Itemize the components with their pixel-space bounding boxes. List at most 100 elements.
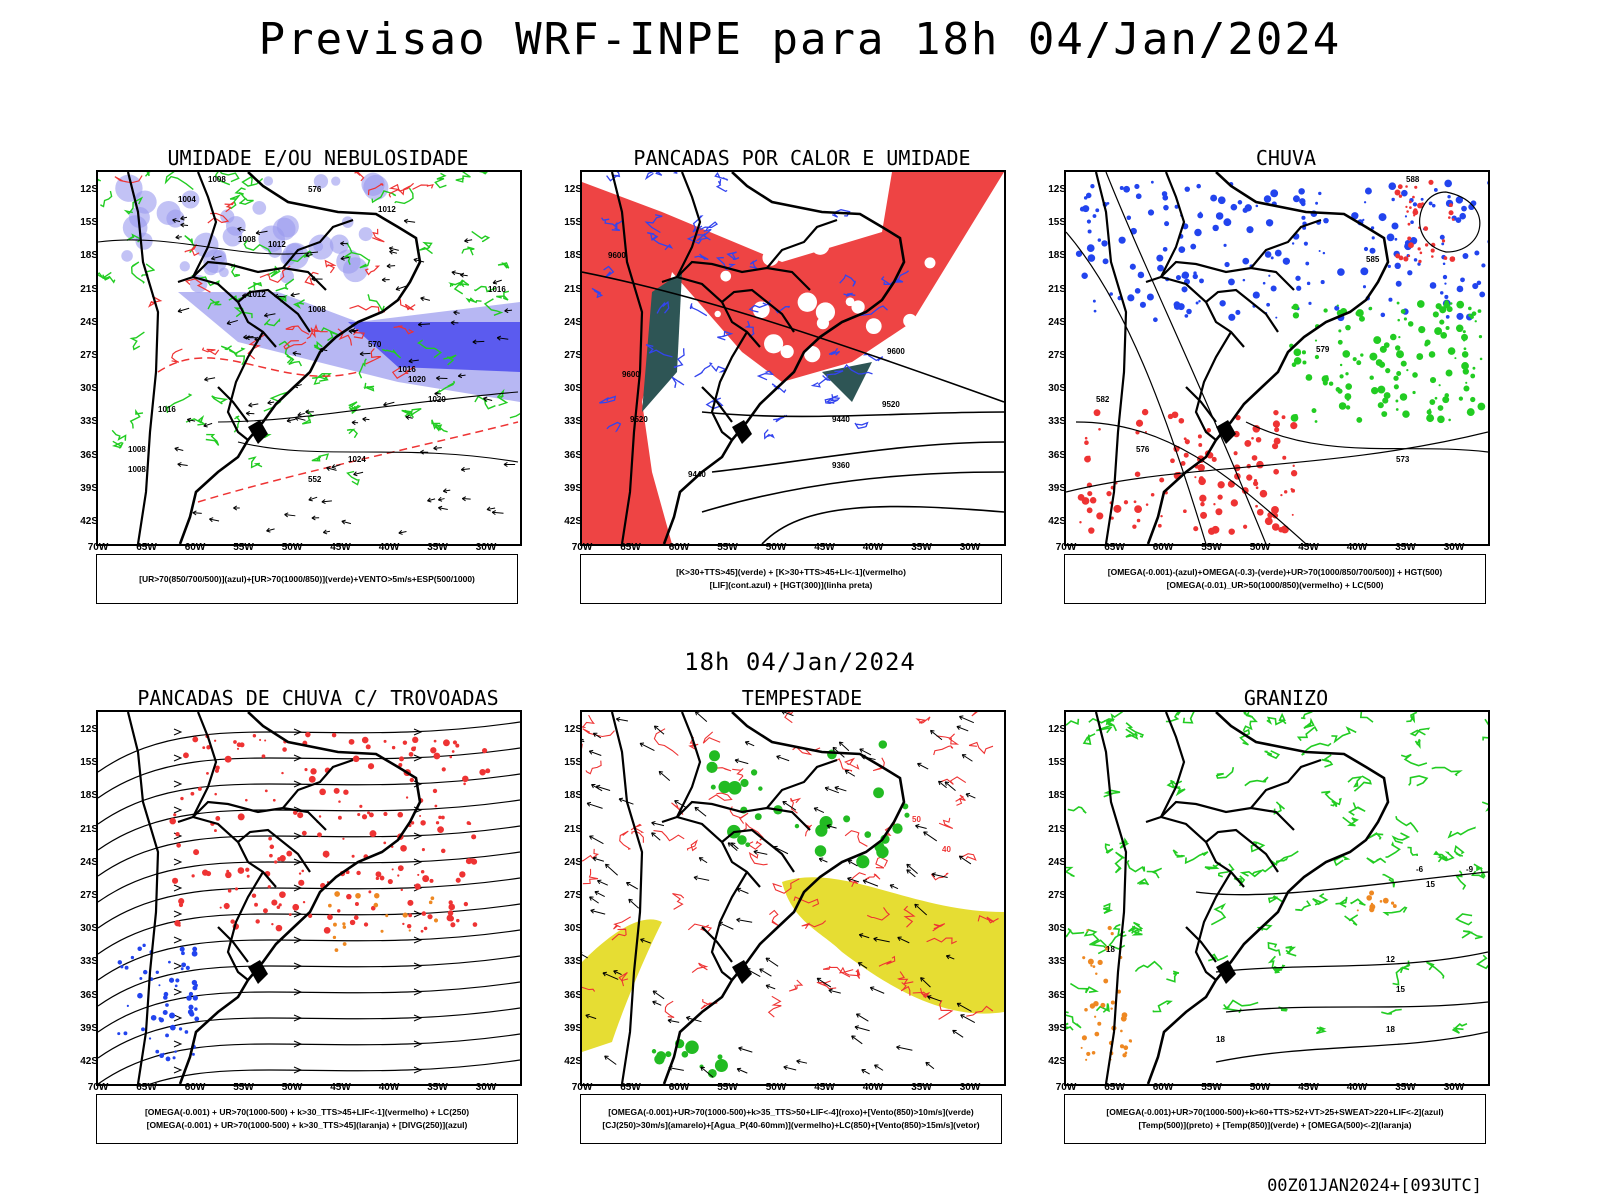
omega-blue bbox=[1364, 187, 1372, 195]
storm-red bbox=[402, 922, 405, 926]
country-border bbox=[721, 828, 795, 873]
coastline bbox=[662, 172, 906, 544]
omega-green bbox=[1454, 357, 1457, 360]
omega-red bbox=[1211, 525, 1220, 534]
wind-vector bbox=[353, 471, 364, 476]
omega-red bbox=[1160, 514, 1163, 518]
panel-legend: [OMEGA(-0.001)+UR>70(1000-500)+k>60+TTS>… bbox=[1064, 1094, 1486, 1144]
omega-green bbox=[1390, 333, 1397, 341]
wind-vector bbox=[186, 417, 192, 423]
omega-green bbox=[1398, 336, 1401, 339]
contour-label: 12 bbox=[1386, 955, 1395, 964]
temp850-contour bbox=[1172, 849, 1185, 858]
lif-contour bbox=[810, 378, 831, 388]
green-contour bbox=[263, 317, 281, 327]
lif-contour bbox=[599, 395, 617, 404]
humidity-cell bbox=[179, 261, 190, 272]
lon-tick-label: 70W bbox=[87, 1082, 109, 1093]
omega-blue bbox=[1351, 212, 1359, 220]
lif-contour bbox=[756, 370, 775, 381]
omega-red bbox=[1412, 195, 1415, 199]
clear-gap bbox=[865, 318, 882, 335]
country-border bbox=[610, 712, 644, 1084]
wind-vector bbox=[305, 252, 310, 258]
omega-green bbox=[1383, 392, 1391, 399]
country-border bbox=[721, 288, 795, 333]
country-border bbox=[710, 871, 748, 981]
omega-blue bbox=[1164, 221, 1170, 227]
lat-tick-label: 27S bbox=[80, 890, 98, 901]
wind-vector bbox=[453, 310, 458, 316]
wind-vector bbox=[906, 869, 916, 878]
panel-title: TEMPESTADE bbox=[741, 686, 863, 710]
wind-vector bbox=[284, 513, 296, 517]
map-canvas: 1008100410081012101610121008101210161020… bbox=[98, 172, 520, 544]
contour-label: 1008 bbox=[208, 175, 226, 184]
omega-blue bbox=[1315, 201, 1319, 205]
storm-red bbox=[369, 830, 377, 838]
divg-blue bbox=[184, 1030, 189, 1034]
omega-green bbox=[1379, 345, 1387, 353]
omega-blue bbox=[1086, 194, 1090, 198]
wind-vector bbox=[727, 842, 733, 847]
lif-contour bbox=[829, 394, 841, 402]
omega-blue bbox=[1163, 204, 1169, 211]
omega-green bbox=[1381, 411, 1388, 418]
omega-blue bbox=[1264, 251, 1272, 258]
water-contour bbox=[903, 905, 916, 928]
water-contour bbox=[933, 745, 954, 756]
water-contour bbox=[932, 923, 946, 932]
storm-red bbox=[397, 865, 404, 872]
storm-red bbox=[423, 926, 428, 931]
storm-red bbox=[421, 848, 425, 852]
wind-vector bbox=[462, 498, 471, 500]
storm-red bbox=[252, 734, 257, 738]
omega-red bbox=[1198, 477, 1206, 486]
storm-red bbox=[271, 922, 274, 926]
omega-red bbox=[1197, 434, 1202, 439]
wind-vector bbox=[736, 1068, 748, 1074]
wind-vector bbox=[796, 1059, 801, 1065]
streamline bbox=[98, 929, 520, 981]
omega-green bbox=[1358, 315, 1365, 322]
omega-blue bbox=[1123, 185, 1131, 193]
lat-tick-label: 33S bbox=[80, 416, 98, 428]
temp850-contour bbox=[1315, 1026, 1327, 1035]
lat-tick-label: 27S bbox=[1048, 350, 1066, 361]
divg-blue bbox=[162, 1010, 168, 1015]
omega-red bbox=[1244, 439, 1252, 447]
wind-vector bbox=[674, 800, 687, 808]
omega-blue bbox=[1334, 305, 1340, 311]
contour-label: 9600 bbox=[622, 370, 640, 379]
red-contour bbox=[304, 271, 319, 286]
green-contour bbox=[111, 440, 124, 449]
omega-green bbox=[1435, 303, 1442, 310]
omega500-orange bbox=[1379, 900, 1383, 903]
omega-blue bbox=[1318, 191, 1322, 196]
storm-red bbox=[455, 743, 460, 748]
wind-vector bbox=[233, 505, 238, 511]
wind-vector bbox=[326, 467, 337, 471]
lon-tick-label: 60W bbox=[1152, 1082, 1174, 1093]
temp850-contour bbox=[1066, 1011, 1082, 1029]
omega-red bbox=[1135, 419, 1144, 427]
green-contour bbox=[443, 354, 457, 366]
streamline-arrow bbox=[293, 1040, 303, 1048]
omega-green bbox=[1464, 364, 1467, 368]
storm-red bbox=[375, 876, 380, 881]
omega-red bbox=[1280, 494, 1283, 497]
temp850-contour bbox=[1451, 1023, 1468, 1034]
storm-red bbox=[337, 909, 341, 913]
strong-wind bbox=[873, 787, 884, 799]
wind-vector bbox=[589, 835, 594, 840]
lif-contour bbox=[673, 348, 685, 369]
clear-gap bbox=[762, 249, 779, 266]
country-border bbox=[1205, 288, 1279, 333]
legend-line: [CJ(250)>30m/s](amarelo)+[Agua_P(40-60mm… bbox=[602, 1120, 980, 1130]
temp850-contour bbox=[1400, 753, 1428, 767]
lif-contour bbox=[591, 287, 604, 299]
omega-green bbox=[1463, 347, 1467, 351]
wind-vector bbox=[738, 1047, 753, 1053]
wind-vector bbox=[914, 903, 919, 909]
